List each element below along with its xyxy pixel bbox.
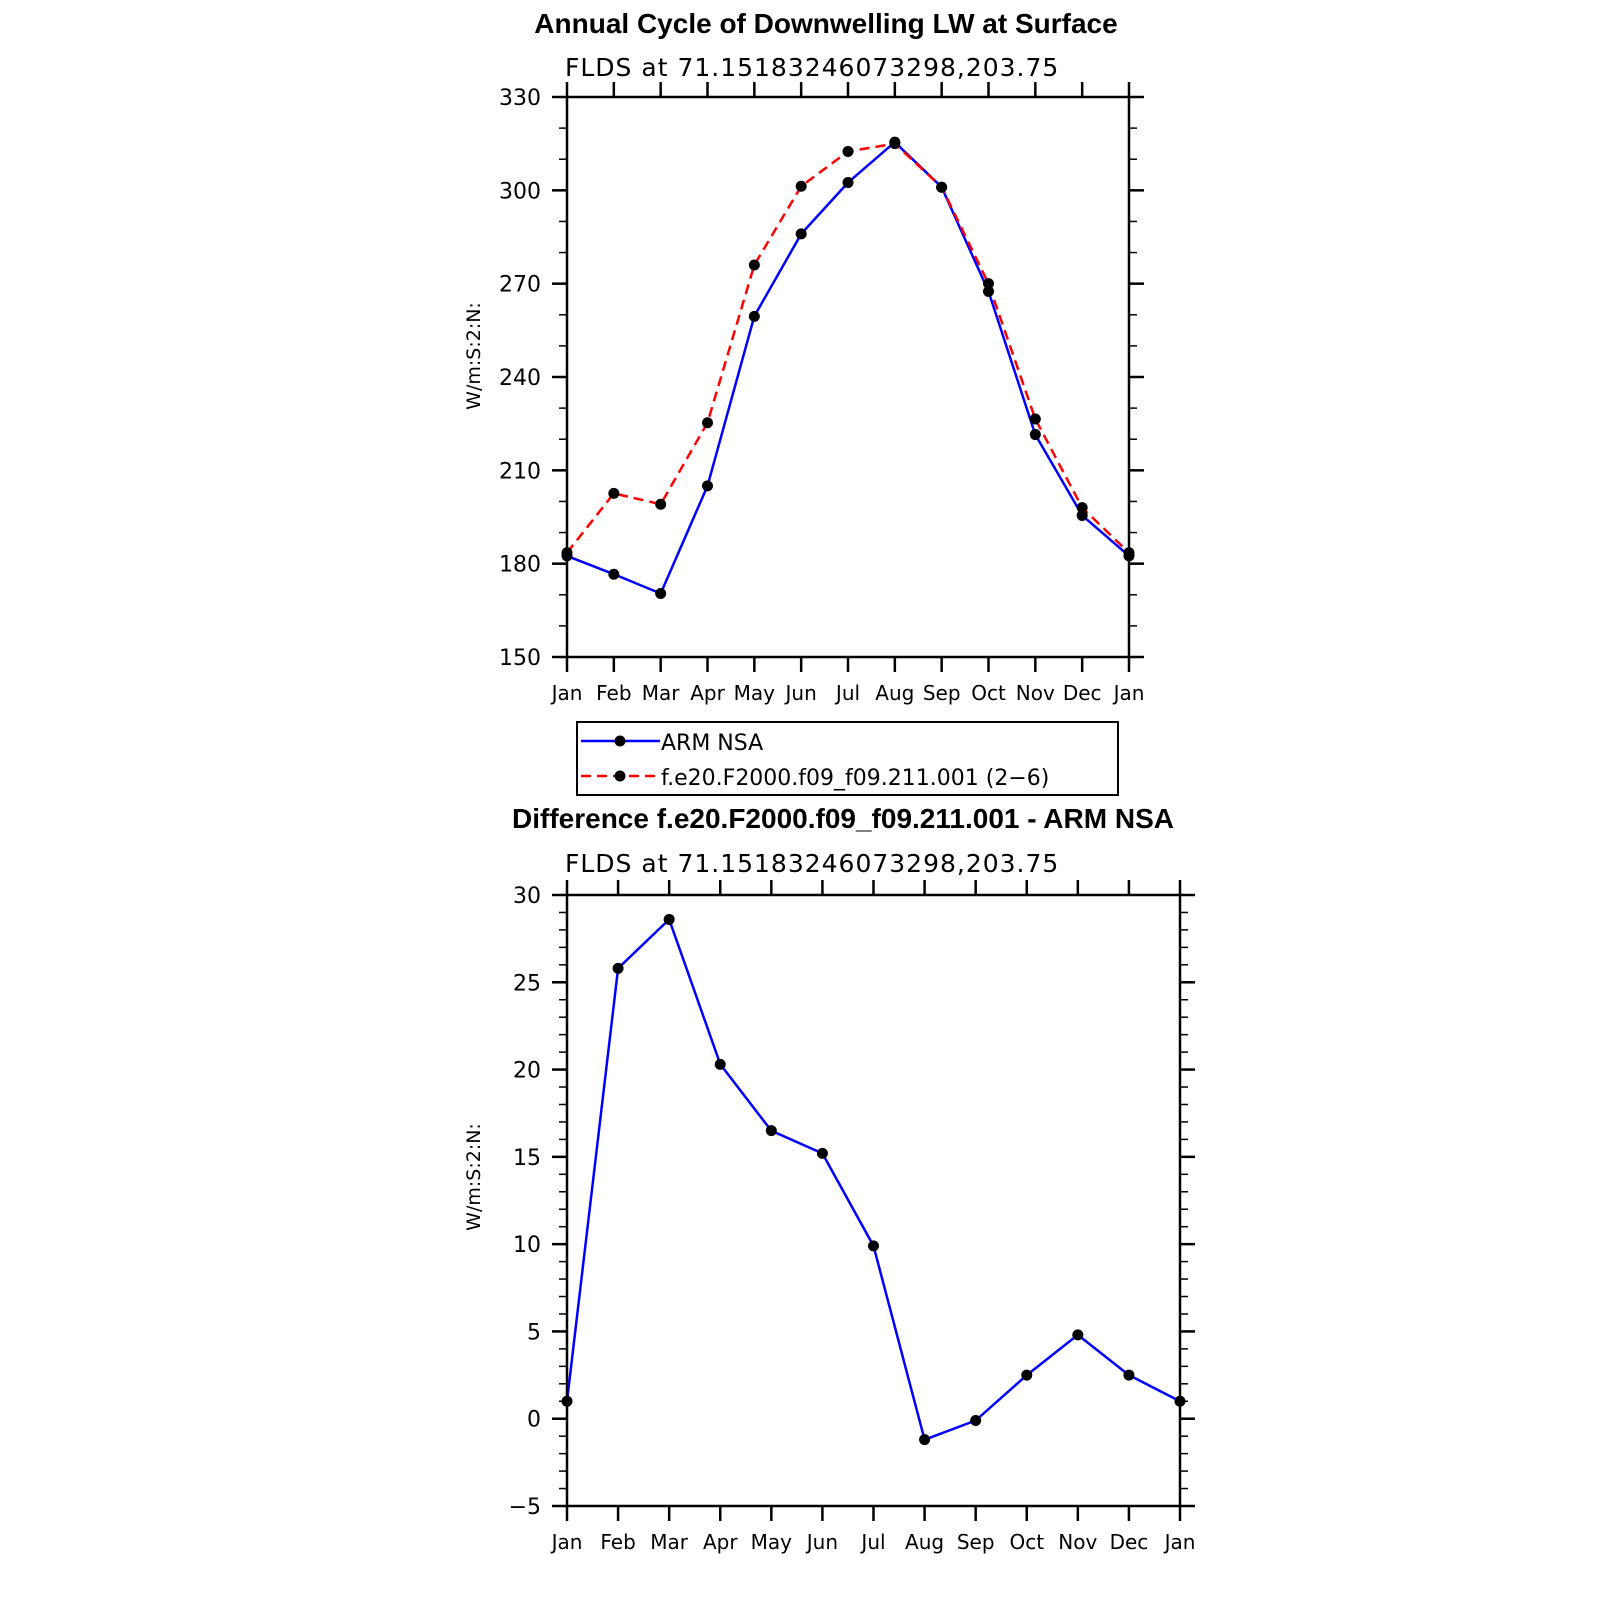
x-tick-label-dec: Dec — [1110, 1530, 1149, 1554]
y-tick-label: 300 — [499, 179, 541, 204]
plot-frame — [565, 893, 1182, 1508]
y-tick-label: 15 — [513, 1146, 541, 1171]
x-tick-label-feb: Feb — [596, 681, 631, 705]
x-tick-label-may: May — [734, 681, 776, 705]
chart-subtitle: FLDS at 71.15183246073298,203.75 — [565, 53, 1059, 82]
data-point-f-e20-f2000-f09-f09-211-001-2-6-may — [748, 259, 760, 271]
x-tick-label-jan: Jan — [1163, 1530, 1196, 1554]
data-point-f-e20-f2000-f09-f09-211-001-2-6-mar — [655, 498, 667, 510]
y-tick-label: −5 — [509, 1495, 541, 1520]
chart-title: Difference f.e20.F2000.f09_f09.211.001 -… — [512, 803, 1174, 834]
y-tick-label: 0 — [527, 1408, 541, 1433]
y-axis-label: W/m:S:2:N: — [463, 1123, 485, 1231]
y-tick-label: 240 — [499, 366, 541, 391]
data-point-f-e20-f2000-f09-f09-211-001-2-6-apr — [702, 417, 713, 429]
data-point-f-e20-f2000-f09-f09-211-001-2-6-feb — [608, 487, 620, 499]
data-point-f-e20-f2000-f09-f09-211-001-2-6-aug — [889, 138, 901, 150]
legend-label-model: f.e20.F2000.f09_f09.211.001 (2−6) — [661, 766, 1049, 791]
legend: ARM NSA f.e20.F2000.f09_f09.211.001 (2−6… — [576, 721, 1119, 796]
x-tick-label-aug: Aug — [875, 681, 914, 705]
series-line-arm-nsa — [566, 140, 1130, 595]
x-tick-label-feb: Feb — [600, 1530, 635, 1554]
data-point-f-e20-f2000-f09-f09-211-001-2-6-nov — [1029, 413, 1041, 425]
legend-box — [576, 721, 1119, 796]
x-tick-label-jul: Jul — [834, 681, 860, 705]
y-tick-label: 180 — [499, 553, 541, 578]
chart-title: Annual Cycle of Downwelling LW at Surfac… — [534, 8, 1117, 39]
plot-frame — [565, 95, 1131, 659]
legend-label-arm-nsa: ARM NSA — [661, 731, 763, 756]
x-tick-label-mar: Mar — [650, 1530, 689, 1554]
data-point-f-e20-f2000-f09-f09-211-001-2-6-jun — [795, 180, 807, 192]
x-tick-label-oct: Oct — [1009, 1530, 1044, 1554]
y-tick-label: 20 — [513, 1059, 541, 1084]
x-tick-label-sep: Sep — [957, 1530, 995, 1554]
y-tick-label: 150 — [499, 646, 541, 671]
annual-cycle-chart: Annual Cycle of Downwelling LW at Surfac… — [463, 8, 1145, 796]
data-point-arm-nsa-mar — [655, 588, 667, 600]
x-tick-label-dec: Dec — [1063, 681, 1102, 705]
data-point-difference-nov — [1072, 1329, 1084, 1341]
data-point-arm-nsa-jun — [795, 228, 807, 240]
y-axis-label: W/m:S:2:N: — [463, 302, 485, 410]
data-point-arm-nsa-jul — [842, 177, 854, 189]
x-tick-label-jun: Jun — [784, 681, 817, 705]
x-tick-label-jan: Jan — [1112, 681, 1145, 705]
data-point-difference-apr — [714, 1058, 726, 1070]
x-tick-label-nov: Nov — [1058, 1530, 1097, 1554]
y-tick-label: 270 — [499, 273, 541, 298]
x-tick-label-oct: Oct — [971, 681, 1006, 705]
data-point-arm-nsa-apr — [702, 480, 713, 492]
x-tick-label-jan: Jan — [550, 681, 583, 705]
y-tick-label: 25 — [513, 971, 541, 996]
data-point-difference-feb — [612, 962, 624, 974]
data-point-arm-nsa-nov — [1029, 429, 1041, 441]
data-point-difference-sep — [970, 1414, 982, 1426]
difference-chart: Difference f.e20.F2000.f09_f09.211.001 -… — [463, 803, 1195, 1554]
legend-entry-model: f.e20.F2000.f09_f09.211.001 (2−6) — [581, 766, 1049, 791]
x-tick-label-sep: Sep — [923, 681, 961, 705]
data-point-f-e20-f2000-f09-f09-211-001-2-6-dec — [1076, 502, 1088, 514]
data-point-difference-jun — [816, 1147, 828, 1159]
data-point-difference-dec — [1123, 1369, 1135, 1381]
x-tick-label-mar: Mar — [642, 681, 681, 705]
x-tick-label-jan: Jan — [550, 1530, 583, 1554]
x-tick-label-apr: Apr — [703, 1530, 738, 1554]
data-point-difference-aug — [919, 1434, 931, 1446]
y-tick-label: 330 — [499, 86, 541, 111]
data-point-difference-oct — [1021, 1369, 1033, 1381]
x-tick-label-jun: Jun — [805, 1530, 838, 1554]
x-tick-label-may: May — [751, 1530, 793, 1554]
y-tick-label: 210 — [499, 459, 541, 484]
legend-marker-arm-nsa — [614, 735, 626, 747]
data-point-arm-nsa-may — [748, 310, 760, 322]
data-point-difference-may — [765, 1125, 777, 1137]
data-point-f-e20-f2000-f09-f09-211-001-2-6-jul — [842, 145, 854, 157]
y-tick-label: 10 — [513, 1233, 541, 1258]
series-line-difference — [565, 918, 1181, 1441]
x-tick-label-jul: Jul — [859, 1530, 885, 1554]
data-point-f-e20-f2000-f09-f09-211-001-2-6-sep — [936, 181, 948, 193]
data-point-arm-nsa-feb — [608, 568, 620, 580]
data-point-difference-jul — [868, 1240, 879, 1252]
legend-marker-model — [614, 770, 626, 782]
series-line-f-e20-f2000-f09-f09-211-001-2-6 — [566, 142, 1130, 554]
legend-entry-arm-nsa: ARM NSA — [581, 731, 763, 756]
x-tick-label-nov: Nov — [1016, 681, 1055, 705]
y-tick-label: 30 — [513, 884, 541, 909]
y-tick-label: 5 — [527, 1320, 541, 1345]
x-tick-label-apr: Apr — [690, 681, 725, 705]
data-point-arm-nsa-dec — [1076, 509, 1088, 521]
chart-subtitle: FLDS at 71.15183246073298,203.75 — [565, 849, 1059, 878]
data-point-f-e20-f2000-f09-f09-211-001-2-6-oct — [983, 278, 994, 290]
data-point-difference-mar — [663, 913, 675, 925]
x-tick-label-aug: Aug — [905, 1530, 944, 1554]
data-point-arm-nsa-oct — [983, 285, 994, 297]
